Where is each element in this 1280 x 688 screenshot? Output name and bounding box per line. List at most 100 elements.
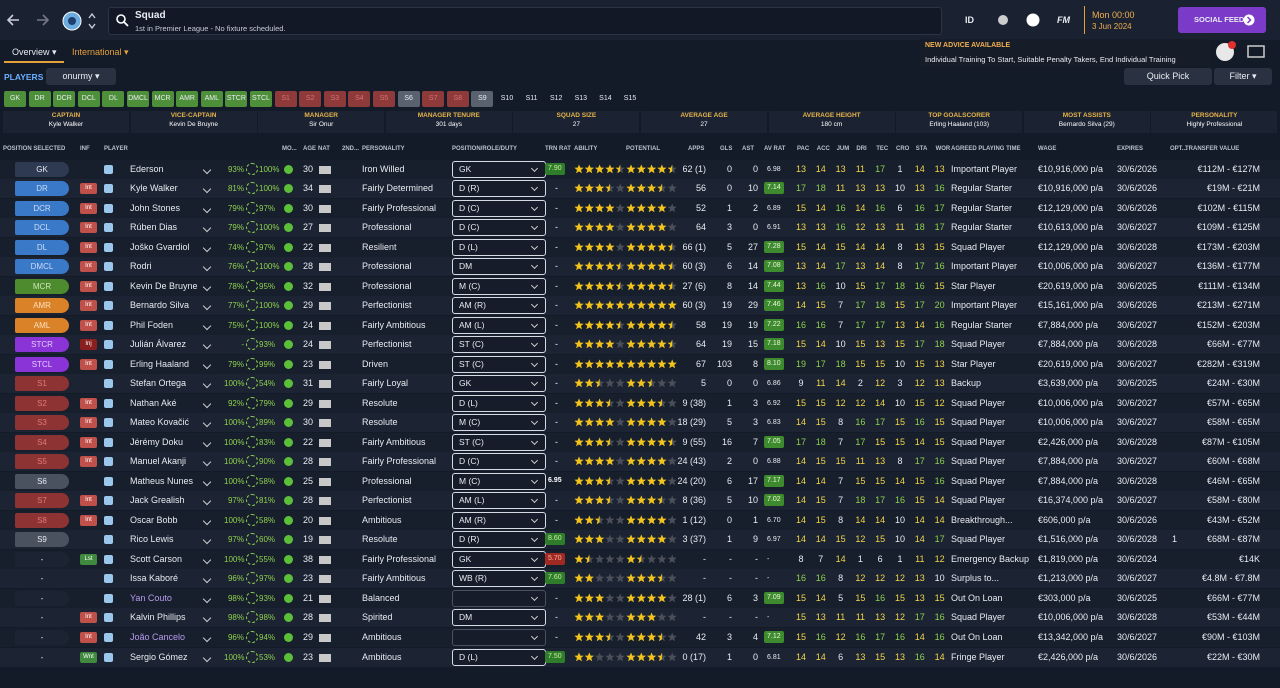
- position-chip[interactable]: GK: [15, 161, 69, 177]
- column-header[interactable]: OPT...: [1170, 146, 1187, 152]
- row-menu[interactable]: [202, 360, 212, 369]
- row-menu[interactable]: [202, 262, 212, 272]
- player-name[interactable]: Kyle Walker: [130, 183, 178, 194]
- player-name[interactable]: Rúben Dias: [130, 222, 178, 233]
- role-select[interactable]: ST (C): [452, 433, 546, 451]
- player-row[interactable]: STCL Int Erling Haaland 79% 99% 23 Driven ST (C…: [0, 354, 1280, 374]
- player-name[interactable]: Yan Couto: [130, 592, 172, 603]
- row-menu[interactable]: [202, 340, 212, 350]
- column-header[interactable]: PAC: [797, 146, 810, 152]
- position-chip[interactable]: DMCL: [127, 91, 149, 107]
- position-chip[interactable]: STCR: [15, 337, 69, 353]
- role-select[interactable]: M (C): [452, 414, 546, 432]
- row-menu[interactable]: [202, 419, 212, 428]
- position-chip[interactable]: S6: [397, 91, 420, 107]
- position-chip[interactable]: STCL: [15, 356, 69, 372]
- row-menu[interactable]: [202, 516, 212, 526]
- player-name[interactable]: Rico Lewis: [130, 534, 174, 545]
- position-chip[interactable]: STCR: [225, 91, 248, 107]
- role-select[interactable]: AM (L): [452, 492, 546, 510]
- position-chip[interactable]: S9: [15, 532, 69, 548]
- position-chip[interactable]: -: [15, 590, 69, 606]
- row-menu[interactable]: [202, 165, 212, 174]
- column-header[interactable]: APPS: [688, 146, 705, 152]
- position-chip[interactable]: S12: [549, 95, 563, 102]
- row-menu[interactable]: [202, 458, 212, 467]
- row-menu[interactable]: [202, 379, 212, 389]
- position-chip[interactable]: S2: [15, 395, 69, 411]
- role-select[interactable]: M (C): [452, 277, 546, 295]
- row-menu[interactable]: [202, 594, 212, 604]
- tab-international[interactable]: International ▾: [72, 47, 129, 57]
- id-button[interactable]: ID: [965, 15, 974, 25]
- player-row[interactable]: AML Int Phil Foden 75% 100% 24 Fairly Ambitiou…: [0, 315, 1280, 335]
- row-menu[interactable]: [202, 575, 212, 584]
- position-chip[interactable]: S14: [599, 95, 612, 102]
- position-chip[interactable]: S15: [623, 95, 637, 102]
- row-menu[interactable]: [202, 282, 212, 291]
- position-chip[interactable]: AMR: [176, 91, 199, 107]
- position-chip[interactable]: AML: [15, 317, 69, 333]
- position-chip[interactable]: S11: [525, 95, 538, 102]
- role-select[interactable]: D (L): [452, 648, 546, 666]
- position-chip[interactable]: -: [15, 629, 69, 645]
- column-header[interactable]: STA: [915, 146, 928, 152]
- position-chip[interactable]: S1: [274, 91, 297, 107]
- view-dropdown[interactable]: onurmy ▾: [46, 68, 116, 85]
- search-bar[interactable]: [108, 7, 942, 35]
- column-header[interactable]: AGE: [303, 146, 317, 152]
- position-chip[interactable]: -: [15, 571, 69, 587]
- player-name[interactable]: Scott Carson: [130, 553, 183, 564]
- player-name[interactable]: João Cancelo: [130, 631, 186, 642]
- player-row[interactable]: DMCL Int Rodri 76% 100% 28 Professional DM - 60 (…: [0, 257, 1280, 277]
- role-select[interactable]: D (C): [452, 199, 546, 217]
- advice-title[interactable]: NEW ADVICE AVAILABLE: [925, 42, 1011, 49]
- player-row[interactable]: DL Int Joško Gvardiol 74% 97% 22 Resilient D (L…: [0, 237, 1280, 257]
- player-row[interactable]: S8 Int Oscar Bobb 100% 58% 20 Ambitious AM (R) -…: [0, 510, 1280, 530]
- position-chip[interactable]: S8: [446, 91, 469, 107]
- role-select[interactable]: D (R): [452, 180, 546, 198]
- player-name[interactable]: Mateo Kovačić: [130, 417, 190, 428]
- player-row[interactable]: AMR Int Bernardo Silva 77% 100% 29 Perfectioni…: [0, 296, 1280, 316]
- row-menu[interactable]: [202, 633, 212, 643]
- player-row[interactable]: S4 Int Jérémy Doku 100% 83% 22 Fairly Ambitiou…: [0, 432, 1280, 452]
- player-row[interactable]: - Lst Scott Carson 100% 55% 38 Fairly Professi…: [0, 549, 1280, 569]
- player-row[interactable]: - Int Kalvin Phillips 98% 98% 28 Spirited DM - - -…: [0, 608, 1280, 628]
- column-header[interactable]: INF: [80, 146, 90, 152]
- position-chip[interactable]: -: [15, 649, 69, 665]
- social-feed-label[interactable]: SOCIAL FEED: [1194, 15, 1245, 24]
- player-row[interactable]: S7 Int Jack Grealish 97% 81% 28 Perfectionist A…: [0, 491, 1280, 511]
- column-header[interactable]: EXPIRES: [1117, 146, 1144, 152]
- player-name[interactable]: Ederson: [130, 163, 164, 174]
- column-header[interactable]: TEC: [876, 146, 889, 152]
- tab-overview[interactable]: Overview ▾: [12, 47, 57, 57]
- player-row[interactable]: S2 Int Nathan Aké 92% 79% 29 Resolute D (L) - 9 (…: [0, 393, 1280, 413]
- position-chip[interactable]: S7: [422, 91, 445, 107]
- role-select[interactable]: AM (L): [452, 316, 546, 334]
- player-row[interactable]: - Int João Cancelo 96% 94% 29 Ambitious -42 3 4 7.…: [0, 627, 1280, 647]
- column-header[interactable]: JUM: [836, 146, 850, 152]
- position-chip[interactable]: -: [15, 551, 69, 567]
- row-menu[interactable]: [202, 477, 212, 487]
- player-row[interactable]: DCL Int Rúben Dias 79% 100% 27 Professional D (…: [0, 218, 1280, 238]
- position-chip[interactable]: S9: [471, 91, 494, 107]
- role-select[interactable]: AM (R): [452, 297, 546, 315]
- role-select[interactable]: GK: [452, 375, 546, 393]
- position-chip[interactable]: DCR: [15, 200, 69, 216]
- role-select[interactable]: [452, 589, 546, 607]
- role-select[interactable]: ST (C): [452, 336, 546, 354]
- position-chip[interactable]: DL: [102, 91, 125, 107]
- position-chip[interactable]: S4: [348, 91, 371, 107]
- player-row[interactable]: - Issa Kaboré 96% 97% 23 Fairly Ambitious WB (…: [0, 569, 1280, 589]
- column-header[interactable]: PERSONALITY: [362, 146, 405, 152]
- column-header[interactable]: NAT: [318, 146, 330, 152]
- player-name[interactable]: Matheus Nunes: [130, 475, 194, 486]
- row-menu[interactable]: [202, 536, 212, 545]
- column-header[interactable]: AST: [742, 146, 754, 152]
- position-chip[interactable]: AML: [200, 91, 223, 107]
- position-chip[interactable]: DCL: [77, 91, 100, 107]
- club-badge[interactable]: [62, 10, 100, 32]
- player-name[interactable]: Erling Haaland: [130, 358, 190, 369]
- column-header[interactable]: ACC: [816, 146, 830, 152]
- position-chip[interactable]: DCR: [53, 91, 76, 107]
